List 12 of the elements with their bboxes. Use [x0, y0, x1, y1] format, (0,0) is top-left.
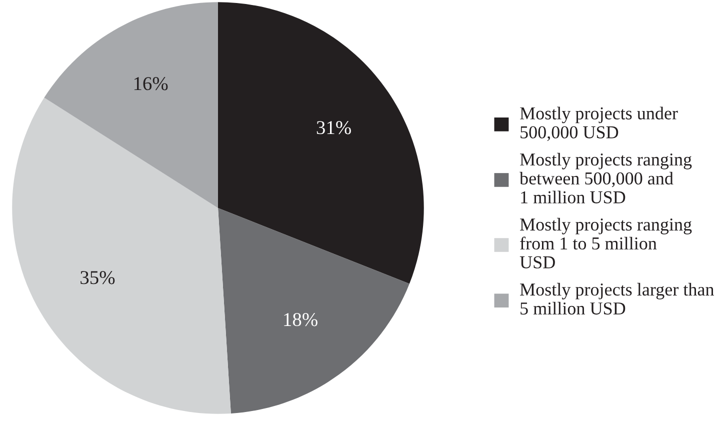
legend-label: Mostly projects under 500,000 USD [520, 106, 678, 141]
legend-label: Mostly projects ranging from 1 to 5 million USD [520, 218, 692, 268]
data-label: 31% [316, 121, 351, 134]
data-label: 18% [284, 313, 318, 326]
pie-slice [12, 98, 231, 414]
legend-label: Mostly projects ranging between 500,000 and 1 million USD [520, 152, 692, 204]
pie-slice [218, 2, 424, 284]
data-label: 35% [80, 271, 115, 284]
legend-label: Mostly projects larger than 5 million USD [520, 282, 714, 315]
pie-slice [44, 2, 218, 208]
data-label: 16% [134, 77, 168, 90]
pie-slice [218, 208, 410, 414]
